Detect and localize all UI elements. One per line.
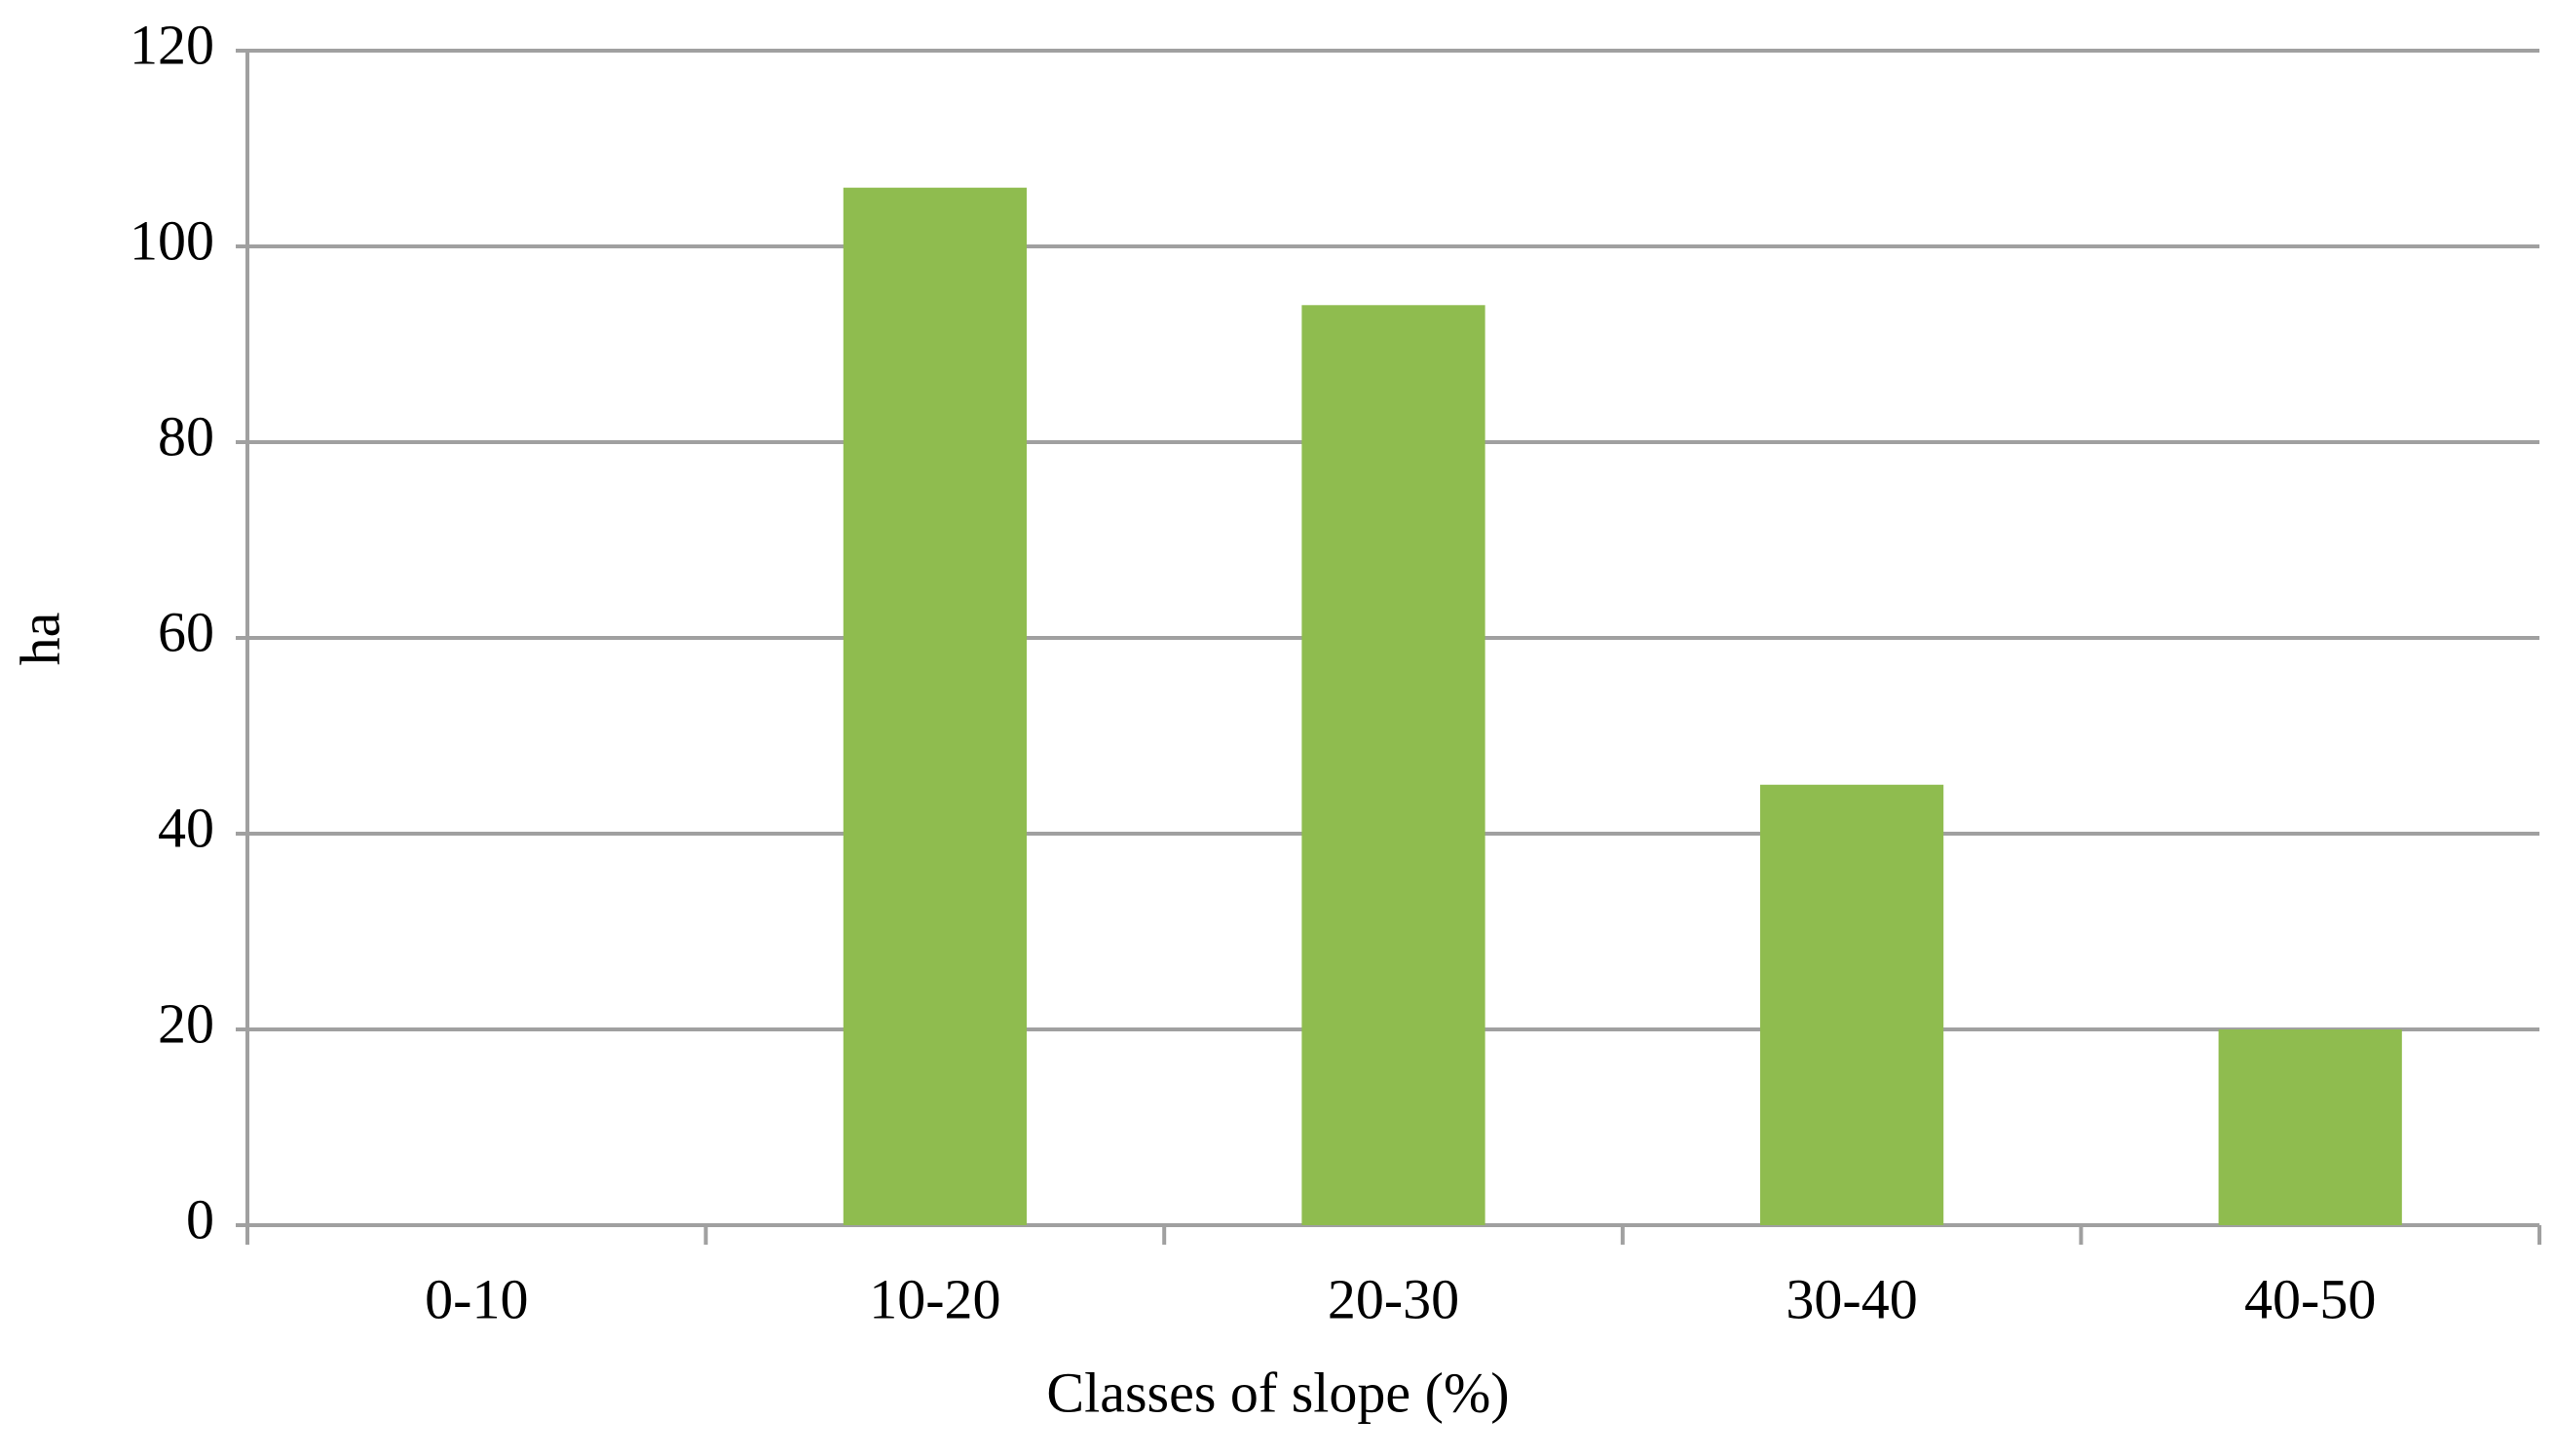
bar — [843, 187, 1028, 1226]
y-axis-title: ha — [8, 613, 71, 666]
y-tick-label: 120 — [130, 13, 214, 76]
x-axis-title: Classes of slope (%) — [1046, 1361, 1509, 1424]
bar — [2218, 1029, 2402, 1225]
x-tick-label: 30-40 — [1785, 1267, 1917, 1330]
y-tick-label: 100 — [130, 208, 214, 272]
y-tick-label: 60 — [158, 600, 214, 663]
x-tick-label: 20-30 — [1328, 1267, 1459, 1330]
x-tick-label: 10-20 — [869, 1267, 1000, 1330]
y-tick-label: 0 — [186, 1187, 214, 1251]
y-tick-label: 20 — [158, 991, 214, 1055]
bar — [1301, 305, 1485, 1225]
y-tick-label: 80 — [158, 404, 214, 467]
bar — [1759, 784, 1944, 1225]
x-tick-label: 40-50 — [2244, 1267, 2376, 1330]
x-tick-label: 0-10 — [425, 1267, 528, 1330]
y-tick-label: 40 — [158, 796, 214, 859]
